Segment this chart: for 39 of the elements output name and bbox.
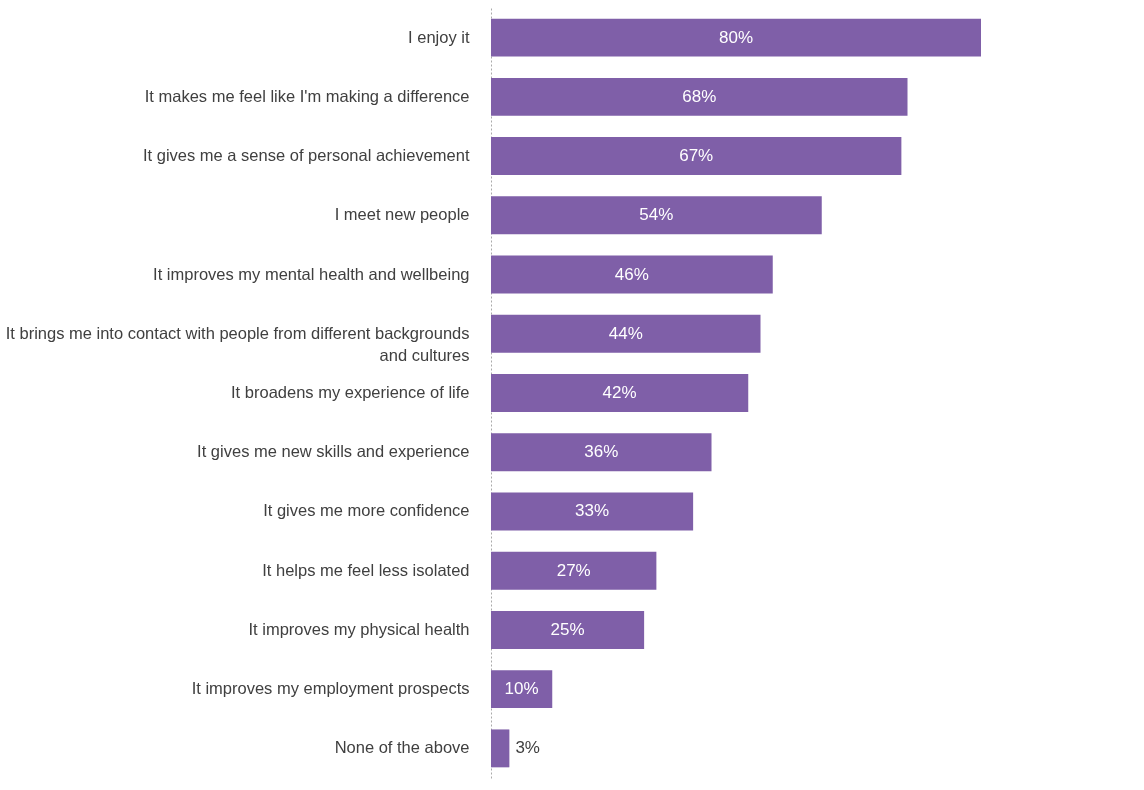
data-label: 68%	[682, 86, 717, 106]
bar	[491, 433, 712, 472]
y-tick-label: It gives me new skills and experience	[197, 442, 470, 461]
y-tick-label: It improves my mental health and wellbeing	[153, 264, 470, 283]
y-tick-label: It helps me feel less isolated	[262, 560, 470, 579]
bar	[491, 137, 902, 176]
bar	[491, 255, 773, 294]
y-tick-label: It brings me into contact with people from different backgrounds and cultures	[5, 323, 470, 364]
bar	[491, 670, 553, 709]
bar	[491, 729, 510, 768]
y-tick-label: I meet new people	[334, 205, 470, 224]
y-tick-label: I enjoy it	[408, 27, 470, 46]
data-label: 54%	[639, 205, 674, 225]
bar	[491, 77, 908, 116]
bar	[491, 196, 822, 235]
bar	[491, 492, 694, 531]
bar	[491, 551, 657, 590]
data-label: 67%	[679, 146, 714, 166]
bar	[491, 610, 645, 649]
data-label: 25%	[550, 619, 585, 639]
data-label: 27%	[556, 560, 591, 580]
data-label: 80%	[718, 27, 754, 47]
bar	[491, 314, 761, 353]
y-tick-label: It improves my employment prospects	[191, 679, 470, 698]
data-label: 10%	[504, 679, 539, 699]
bar	[491, 18, 981, 57]
y-tick-label: It gives me a sense of personal achievement	[142, 146, 470, 165]
y-tick-label: It gives me more confidence	[263, 501, 470, 520]
data-label: 36%	[584, 442, 619, 462]
data-label: 3%	[515, 738, 540, 758]
data-label: 46%	[614, 264, 649, 284]
bar	[491, 374, 749, 412]
data-label: 44%	[608, 323, 643, 343]
data-label: 33%	[575, 501, 610, 521]
y-tick-label: None of the above	[334, 738, 470, 757]
y-tick-label: It broadens my experience of life	[231, 383, 470, 401]
data-label: 42%	[602, 383, 637, 402]
y-tick-label: It improves my physical health	[248, 619, 470, 638]
y-tick-label: It makes me feel like I'm making a difference	[144, 86, 470, 105]
